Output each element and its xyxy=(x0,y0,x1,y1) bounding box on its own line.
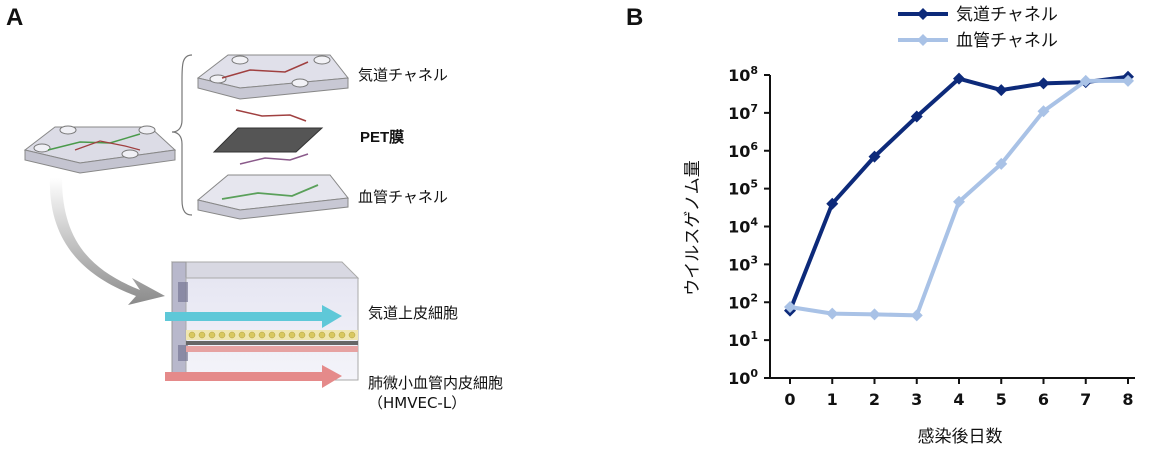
legend-label: 気道チャネル xyxy=(956,5,1058,25)
x-tick-label: 1 xyxy=(827,390,838,409)
panel-a-letter: A xyxy=(6,4,24,31)
y-tick-label: 103 xyxy=(728,253,758,274)
data-point xyxy=(910,110,923,123)
x-tick-label: 2 xyxy=(869,390,880,409)
data-point xyxy=(784,300,796,313)
device-diagram xyxy=(23,54,360,388)
label-endothelial-cells: 肺微小血管内皮細胞 xyxy=(368,374,504,392)
data-point xyxy=(910,309,923,322)
data-point xyxy=(1079,74,1092,87)
label-blood-channel: 血管チャネル xyxy=(358,188,448,206)
pet-membrane xyxy=(212,127,324,153)
y-tick-label: 100 xyxy=(728,367,758,388)
data-point xyxy=(826,307,839,320)
legend-label: 血管チャネル xyxy=(956,31,1058,51)
label-hmvec: （HMVEC-L） xyxy=(368,394,467,412)
curved-arrow xyxy=(49,178,165,305)
cross-section-block xyxy=(165,261,360,388)
x-tick-label: 5 xyxy=(996,390,1007,409)
panel-b-letter: B xyxy=(626,4,644,31)
data-point xyxy=(826,197,839,210)
data-point xyxy=(995,84,1008,97)
legend-marker xyxy=(917,8,929,20)
data-point xyxy=(1037,77,1050,90)
brace xyxy=(171,54,193,216)
assembled-chip xyxy=(23,125,177,174)
label-pet-membrane: PET膜 xyxy=(360,129,405,146)
legend-marker xyxy=(917,34,929,46)
x-tick-label: 4 xyxy=(953,390,964,409)
series-line-0 xyxy=(788,74,1129,312)
x-tick-label: 7 xyxy=(1080,390,1091,409)
label-epithelial-cells: 気道上皮細胞 xyxy=(368,304,459,322)
data-point xyxy=(868,150,881,163)
data-point xyxy=(1122,74,1134,87)
label-air-channel: 気道チャネル xyxy=(358,66,448,84)
y-tick-label: 106 xyxy=(728,140,758,161)
y-tick-label: 102 xyxy=(728,291,758,312)
data-point xyxy=(1037,105,1050,118)
x-tick-label: 0 xyxy=(784,390,795,409)
y-tick-label: 104 xyxy=(728,216,758,237)
x-tick-label: 3 xyxy=(911,390,922,409)
air-channel-layer xyxy=(196,54,349,100)
data-point xyxy=(868,308,881,321)
y-tick-label: 105 xyxy=(728,178,758,199)
y-tick-label: 101 xyxy=(728,329,758,350)
chart-ticks: 100 101 102 103 104 105 106 107 108 0 1 2 3 4 5 6 7 8 xyxy=(728,64,1133,409)
blood-channel-layer xyxy=(196,174,349,220)
chart-series xyxy=(784,70,1134,322)
y-tick-label: 107 xyxy=(728,102,758,123)
y-axis-label: ウイルスゲノム量 xyxy=(683,160,703,296)
y-tick-label: 108 xyxy=(728,64,758,85)
x-tick-label: 6 xyxy=(1038,390,1049,409)
data-point xyxy=(995,157,1008,170)
x-axis-label: 感染後日数 xyxy=(918,427,1003,447)
data-point xyxy=(953,72,965,85)
data-point xyxy=(953,195,965,208)
x-tick-label: 8 xyxy=(1122,390,1133,409)
